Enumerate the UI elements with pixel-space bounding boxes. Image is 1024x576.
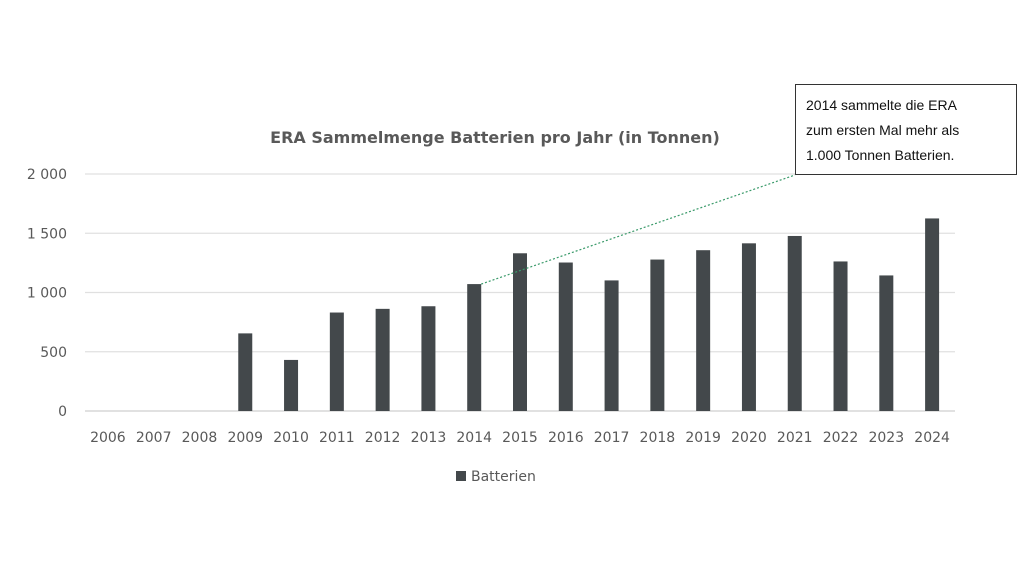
x-tick-label: 2010 [273,430,309,446]
bar-2018 [650,259,665,411]
bar-2010 [284,359,299,411]
bar-2020 [741,243,756,411]
x-tick-label: 2013 [411,430,447,446]
bar-2014 [467,284,482,411]
y-tick-label: 2 000 [27,167,67,183]
bar-2011 [329,312,344,411]
x-tick-label: 2023 [868,430,904,446]
annotation-leader-line [481,174,796,285]
x-tick-label: 2012 [365,430,401,446]
bar-2013 [421,306,436,411]
bar-2023 [879,275,894,411]
annotation-callout: 2014 sammelte die ERA zum ersten Mal meh… [795,84,1017,175]
x-tick-label: 2009 [227,430,263,446]
x-tick-label: 2016 [548,430,584,446]
bar-2024 [925,218,940,411]
x-tick-label: 2014 [456,430,492,446]
x-tick-label: 2006 [90,430,126,446]
x-tick-label: 2011 [319,430,355,446]
bar-2022 [833,261,848,411]
y-tick-label: 500 [40,345,67,361]
annotation-line: 1.000 Tonnen Batterien. [806,147,955,163]
y-tick-label: 0 [58,404,67,420]
x-tick-label: 2017 [594,430,630,446]
x-tick-label: 2020 [731,430,767,446]
annotation-line: zum ersten Mal mehr als [806,122,960,138]
chart-title: ERA Sammelmenge Batterien pro Jahr (in T… [270,128,720,147]
x-tick-label: 2022 [823,430,859,446]
legend-label: Batterien [471,469,536,485]
y-tick-label: 1 500 [27,226,67,242]
x-tick-label: 2015 [502,430,538,446]
bar-2015 [513,253,527,411]
x-tick-label: 2007 [136,430,172,446]
bar-2021 [787,235,802,411]
x-tick-label: 2024 [914,430,950,446]
x-tick-label: 2008 [182,430,218,446]
annotation-line: 2014 sammelte die ERA [806,97,957,113]
bar-2009 [238,333,253,411]
bar-2017 [604,280,619,411]
x-tick-label: 2018 [640,430,676,446]
legend-swatch [456,471,466,481]
bar-2016 [558,262,573,411]
y-tick-label: 1 000 [27,286,67,302]
bar-2019 [696,250,711,411]
x-tick-label: 2019 [685,430,721,446]
bar-2012 [375,308,390,411]
x-tick-label: 2021 [777,430,813,446]
